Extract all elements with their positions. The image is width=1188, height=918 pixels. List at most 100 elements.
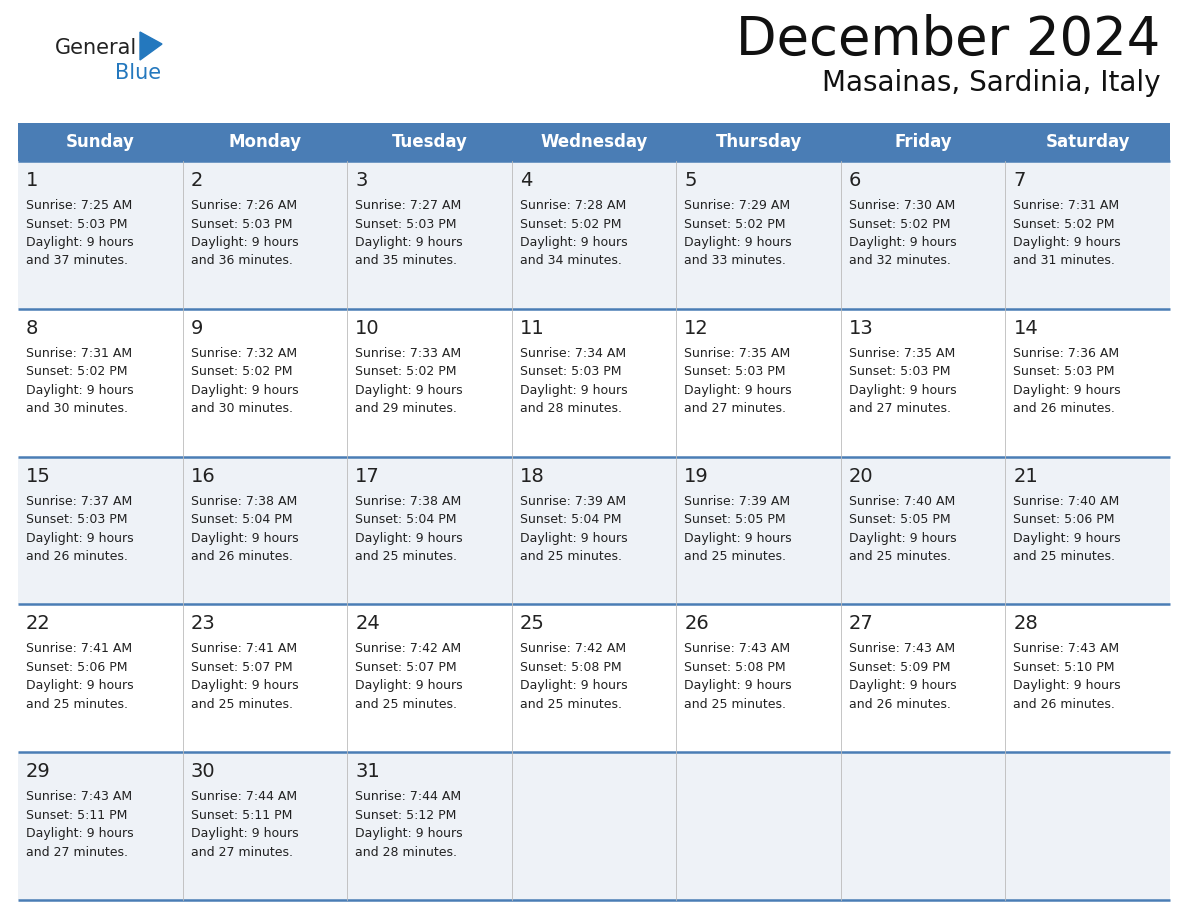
Text: and 30 minutes.: and 30 minutes. <box>190 402 292 415</box>
Text: Sunrise: 7:33 AM: Sunrise: 7:33 AM <box>355 347 461 360</box>
Text: Sunset: 5:02 PM: Sunset: 5:02 PM <box>1013 218 1114 230</box>
Text: 27: 27 <box>849 614 873 633</box>
Text: and 28 minutes.: and 28 minutes. <box>519 402 621 415</box>
Text: Sunrise: 7:43 AM: Sunrise: 7:43 AM <box>1013 643 1119 655</box>
Text: Sunrise: 7:41 AM: Sunrise: 7:41 AM <box>26 643 132 655</box>
Text: and 25 minutes.: and 25 minutes. <box>519 698 621 711</box>
Text: Sunset: 5:06 PM: Sunset: 5:06 PM <box>1013 513 1114 526</box>
Text: Daylight: 9 hours: Daylight: 9 hours <box>190 532 298 544</box>
Text: Daylight: 9 hours: Daylight: 9 hours <box>355 532 463 544</box>
Text: Sunset: 5:04 PM: Sunset: 5:04 PM <box>190 513 292 526</box>
Bar <box>18 123 1170 161</box>
Text: 5: 5 <box>684 171 697 190</box>
Text: Sunset: 5:02 PM: Sunset: 5:02 PM <box>26 365 127 378</box>
Text: and 35 minutes.: and 35 minutes. <box>355 254 457 267</box>
Text: and 25 minutes.: and 25 minutes. <box>26 698 128 711</box>
Text: Sunset: 5:02 PM: Sunset: 5:02 PM <box>684 218 785 230</box>
Text: 6: 6 <box>849 171 861 190</box>
Text: 7: 7 <box>1013 171 1025 190</box>
Text: and 36 minutes.: and 36 minutes. <box>190 254 292 267</box>
Text: Sunset: 5:03 PM: Sunset: 5:03 PM <box>190 218 292 230</box>
Text: 28: 28 <box>1013 614 1038 633</box>
Text: Daylight: 9 hours: Daylight: 9 hours <box>684 384 792 397</box>
Text: Masainas, Sardinia, Italy: Masainas, Sardinia, Italy <box>821 69 1159 97</box>
Text: Daylight: 9 hours: Daylight: 9 hours <box>1013 679 1121 692</box>
Text: Sunrise: 7:41 AM: Sunrise: 7:41 AM <box>190 643 297 655</box>
Text: 19: 19 <box>684 466 709 486</box>
Text: Daylight: 9 hours: Daylight: 9 hours <box>849 384 956 397</box>
Text: Sunset: 5:03 PM: Sunset: 5:03 PM <box>684 365 785 378</box>
Text: Sunrise: 7:36 AM: Sunrise: 7:36 AM <box>1013 347 1119 360</box>
Text: and 25 minutes.: and 25 minutes. <box>519 550 621 563</box>
Text: Sunrise: 7:42 AM: Sunrise: 7:42 AM <box>355 643 461 655</box>
Text: Sunset: 5:03 PM: Sunset: 5:03 PM <box>1013 365 1114 378</box>
Text: Sunrise: 7:40 AM: Sunrise: 7:40 AM <box>849 495 955 508</box>
Text: Sunset: 5:07 PM: Sunset: 5:07 PM <box>355 661 456 674</box>
Text: Sunset: 5:08 PM: Sunset: 5:08 PM <box>519 661 621 674</box>
Text: Sunrise: 7:39 AM: Sunrise: 7:39 AM <box>519 495 626 508</box>
Text: Daylight: 9 hours: Daylight: 9 hours <box>26 236 133 249</box>
Text: Sunrise: 7:44 AM: Sunrise: 7:44 AM <box>355 790 461 803</box>
Text: Daylight: 9 hours: Daylight: 9 hours <box>519 679 627 692</box>
Text: Sunrise: 7:29 AM: Sunrise: 7:29 AM <box>684 199 790 212</box>
Text: 8: 8 <box>26 319 38 338</box>
Text: Sunday: Sunday <box>65 133 134 151</box>
Text: 14: 14 <box>1013 319 1038 338</box>
Text: Sunrise: 7:32 AM: Sunrise: 7:32 AM <box>190 347 297 360</box>
Text: Sunrise: 7:43 AM: Sunrise: 7:43 AM <box>849 643 955 655</box>
Text: Sunset: 5:03 PM: Sunset: 5:03 PM <box>355 218 456 230</box>
Text: Daylight: 9 hours: Daylight: 9 hours <box>26 384 133 397</box>
Text: Sunset: 5:07 PM: Sunset: 5:07 PM <box>190 661 292 674</box>
Text: Tuesday: Tuesday <box>392 133 467 151</box>
Text: and 26 minutes.: and 26 minutes. <box>1013 402 1116 415</box>
Text: Daylight: 9 hours: Daylight: 9 hours <box>519 236 627 249</box>
Text: Blue: Blue <box>115 63 162 83</box>
Text: Daylight: 9 hours: Daylight: 9 hours <box>355 384 463 397</box>
Text: Sunset: 5:02 PM: Sunset: 5:02 PM <box>519 218 621 230</box>
Text: Monday: Monday <box>228 133 302 151</box>
Text: Sunrise: 7:26 AM: Sunrise: 7:26 AM <box>190 199 297 212</box>
Text: and 25 minutes.: and 25 minutes. <box>355 698 457 711</box>
Bar <box>18 161 1170 308</box>
Text: Sunset: 5:11 PM: Sunset: 5:11 PM <box>26 809 127 822</box>
Text: 1: 1 <box>26 171 38 190</box>
Text: 15: 15 <box>26 466 51 486</box>
Text: 30: 30 <box>190 762 215 781</box>
Text: Sunset: 5:02 PM: Sunset: 5:02 PM <box>190 365 292 378</box>
Text: Sunset: 5:03 PM: Sunset: 5:03 PM <box>26 218 127 230</box>
Text: Sunrise: 7:43 AM: Sunrise: 7:43 AM <box>26 790 132 803</box>
Text: Sunset: 5:05 PM: Sunset: 5:05 PM <box>684 513 786 526</box>
Text: Daylight: 9 hours: Daylight: 9 hours <box>1013 384 1121 397</box>
Text: Sunset: 5:08 PM: Sunset: 5:08 PM <box>684 661 786 674</box>
Text: Sunset: 5:04 PM: Sunset: 5:04 PM <box>519 513 621 526</box>
Text: and 27 minutes.: and 27 minutes. <box>190 845 292 858</box>
Text: 23: 23 <box>190 614 215 633</box>
Text: and 25 minutes.: and 25 minutes. <box>684 550 786 563</box>
Text: Sunrise: 7:27 AM: Sunrise: 7:27 AM <box>355 199 461 212</box>
Text: 10: 10 <box>355 319 380 338</box>
Text: Sunrise: 7:34 AM: Sunrise: 7:34 AM <box>519 347 626 360</box>
Text: Sunset: 5:09 PM: Sunset: 5:09 PM <box>849 661 950 674</box>
Text: Daylight: 9 hours: Daylight: 9 hours <box>684 532 792 544</box>
Text: Sunrise: 7:39 AM: Sunrise: 7:39 AM <box>684 495 790 508</box>
Text: 9: 9 <box>190 319 203 338</box>
Text: Sunrise: 7:38 AM: Sunrise: 7:38 AM <box>355 495 461 508</box>
Text: Sunrise: 7:31 AM: Sunrise: 7:31 AM <box>1013 199 1119 212</box>
Text: and 27 minutes.: and 27 minutes. <box>849 402 950 415</box>
Text: Sunset: 5:05 PM: Sunset: 5:05 PM <box>849 513 950 526</box>
Text: and 33 minutes.: and 33 minutes. <box>684 254 786 267</box>
Text: Thursday: Thursday <box>715 133 802 151</box>
Text: 12: 12 <box>684 319 709 338</box>
Text: and 32 minutes.: and 32 minutes. <box>849 254 950 267</box>
Text: Sunset: 5:11 PM: Sunset: 5:11 PM <box>190 809 292 822</box>
Text: Sunrise: 7:37 AM: Sunrise: 7:37 AM <box>26 495 132 508</box>
Text: 16: 16 <box>190 466 215 486</box>
Text: Sunrise: 7:35 AM: Sunrise: 7:35 AM <box>849 347 955 360</box>
Text: 22: 22 <box>26 614 51 633</box>
Text: Daylight: 9 hours: Daylight: 9 hours <box>849 236 956 249</box>
Text: and 26 minutes.: and 26 minutes. <box>1013 698 1116 711</box>
Text: and 26 minutes.: and 26 minutes. <box>849 698 950 711</box>
Text: 11: 11 <box>519 319 544 338</box>
Text: Daylight: 9 hours: Daylight: 9 hours <box>190 827 298 840</box>
Text: Sunrise: 7:25 AM: Sunrise: 7:25 AM <box>26 199 132 212</box>
